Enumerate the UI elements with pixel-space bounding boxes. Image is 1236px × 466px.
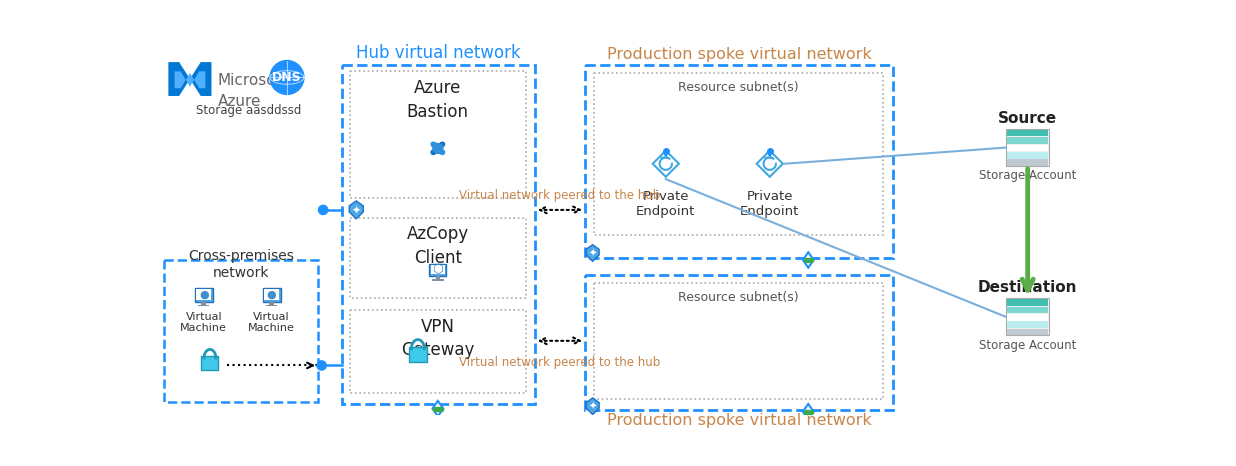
Text: Hub virtual network: Hub virtual network (356, 44, 522, 62)
Bar (431, 265, 445, 274)
Bar (266, 305, 277, 306)
Bar (1007, 299, 1048, 306)
Text: Resource subnet(s): Resource subnet(s) (677, 291, 798, 304)
Polygon shape (586, 398, 599, 415)
Bar (269, 302, 274, 305)
Bar (342, 65, 535, 404)
Text: Microsoft
Azure: Microsoft Azure (218, 73, 288, 109)
Text: Virtual
Machine: Virtual Machine (180, 312, 227, 333)
Text: Storage Account: Storage Account (979, 169, 1077, 182)
Bar (1007, 159, 1048, 166)
Bar (409, 347, 428, 362)
Text: Virtual
Machine: Virtual Machine (248, 312, 295, 333)
Text: AzCopy
Client: AzCopy Client (407, 226, 468, 267)
Text: ✦: ✦ (352, 206, 361, 216)
Bar (197, 289, 211, 300)
Text: Private
Endpoint: Private Endpoint (740, 190, 800, 218)
Bar (163, 260, 318, 403)
Text: ✦: ✦ (588, 402, 597, 412)
Bar (1007, 137, 1048, 144)
Polygon shape (803, 404, 813, 419)
Bar (1006, 298, 1049, 336)
Text: Destination: Destination (978, 281, 1078, 295)
Bar (435, 276, 440, 279)
Bar (595, 73, 883, 234)
Bar (1007, 152, 1048, 158)
Text: VPN
Gateway: VPN Gateway (402, 318, 475, 359)
Text: Production spoke virtual network: Production spoke virtual network (607, 47, 871, 62)
Circle shape (316, 361, 326, 370)
Text: Storage aasddssd: Storage aasddssd (195, 103, 302, 116)
Polygon shape (168, 62, 211, 96)
Bar (265, 289, 279, 300)
Bar (1007, 314, 1048, 321)
Text: DNS: DNS (272, 71, 302, 84)
Polygon shape (174, 71, 205, 88)
Text: ●: ● (267, 290, 277, 300)
Text: Resource subnet(s): Resource subnet(s) (677, 81, 798, 94)
Bar (350, 218, 525, 298)
Bar (1007, 322, 1048, 328)
Bar (1006, 129, 1049, 166)
Bar (262, 288, 281, 302)
Bar (585, 275, 892, 410)
Text: ●: ● (199, 290, 209, 300)
Text: Production spoke virtual network: Production spoke virtual network (607, 413, 871, 428)
Polygon shape (433, 401, 444, 416)
Bar (201, 356, 219, 370)
Bar (429, 264, 446, 276)
Bar (350, 71, 525, 199)
Text: Azure
Bastion: Azure Bastion (407, 79, 468, 121)
Text: Virtual network peered to the hub: Virtual network peered to the hub (459, 189, 660, 202)
Bar (1007, 144, 1048, 151)
Bar (1007, 329, 1048, 336)
Text: Virtual network peered to the hub: Virtual network peered to the hub (459, 356, 660, 369)
Bar (1007, 130, 1048, 137)
Polygon shape (586, 245, 599, 261)
Polygon shape (803, 252, 813, 267)
Text: ✦: ✦ (588, 249, 597, 259)
Bar (199, 305, 209, 306)
Bar (195, 288, 213, 302)
Bar (595, 283, 883, 398)
Circle shape (319, 206, 328, 214)
Bar (431, 279, 444, 281)
Bar (585, 65, 892, 258)
Bar (1007, 307, 1048, 313)
Text: Source: Source (999, 111, 1057, 126)
Circle shape (269, 61, 304, 95)
Text: Cross-premises
network: Cross-premises network (188, 249, 294, 281)
Bar (201, 302, 206, 305)
Text: Private
Endpoint: Private Endpoint (637, 190, 696, 218)
Bar (350, 310, 525, 393)
Polygon shape (350, 201, 363, 219)
Text: ⬡: ⬡ (433, 263, 444, 276)
Text: Storage Account: Storage Account (979, 338, 1077, 351)
